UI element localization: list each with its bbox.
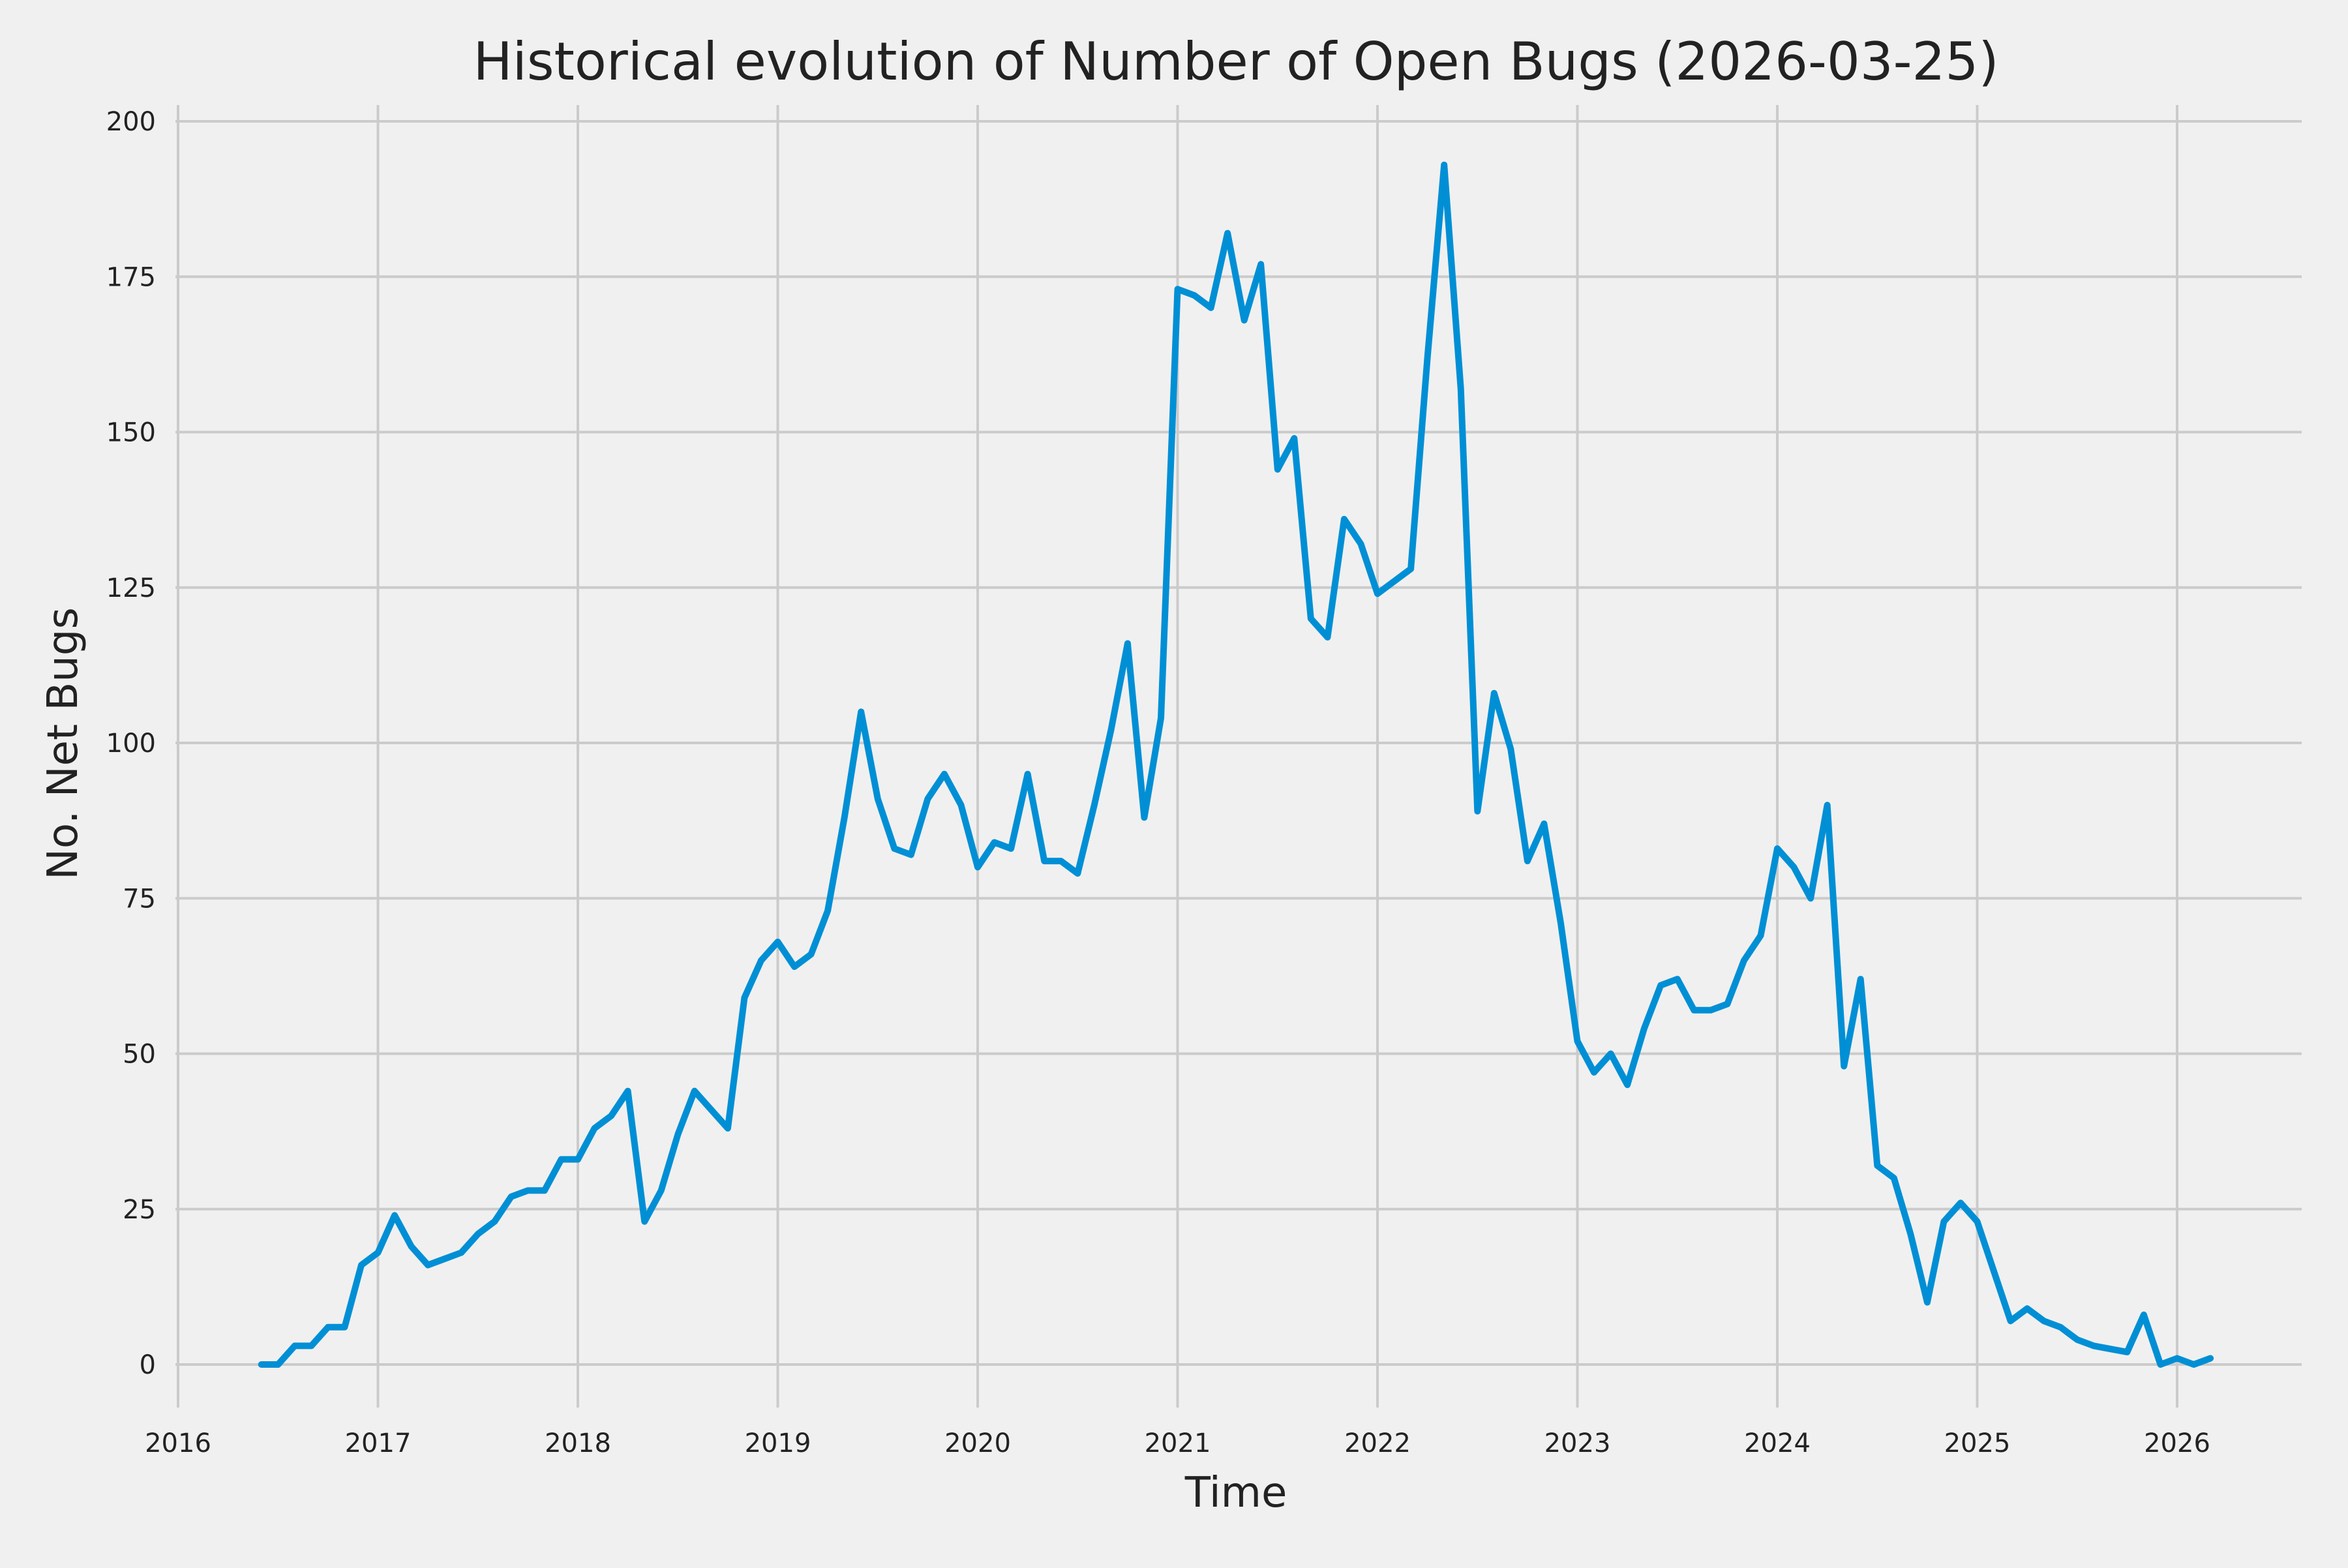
- y-tick-label: 150: [106, 418, 156, 448]
- x-tick-label: 2016: [145, 1428, 211, 1458]
- x-tick-label: 2023: [1544, 1428, 1611, 1458]
- x-tick-label: 2018: [545, 1428, 611, 1458]
- y-tick-label: 75: [123, 884, 156, 914]
- x-axis-label: Time: [1184, 1469, 1287, 1517]
- y-tick-label: 50: [123, 1040, 156, 1070]
- y-tick-label: 100: [106, 729, 156, 759]
- x-tick-label: 2020: [944, 1428, 1011, 1458]
- y-tick-label: 175: [106, 262, 156, 292]
- x-tick-label: 2021: [1145, 1428, 1211, 1458]
- chart-title: Historical evolution of Number of Open B…: [473, 31, 1998, 92]
- y-tick-label: 25: [123, 1195, 156, 1225]
- y-tick-label: 0: [140, 1350, 156, 1380]
- x-tick-label: 2024: [1744, 1428, 1811, 1458]
- x-tick-label: 2022: [1344, 1428, 1411, 1458]
- y-axis-label: No. Net Bugs: [39, 607, 87, 880]
- y-tick-label: 125: [106, 573, 156, 603]
- y-tick-label: 200: [106, 107, 156, 137]
- x-tick-label: 2017: [345, 1428, 412, 1458]
- x-tick-label: 2026: [2144, 1428, 2210, 1458]
- x-tick-label: 2019: [745, 1428, 811, 1458]
- x-tick-label: 2025: [1944, 1428, 2011, 1458]
